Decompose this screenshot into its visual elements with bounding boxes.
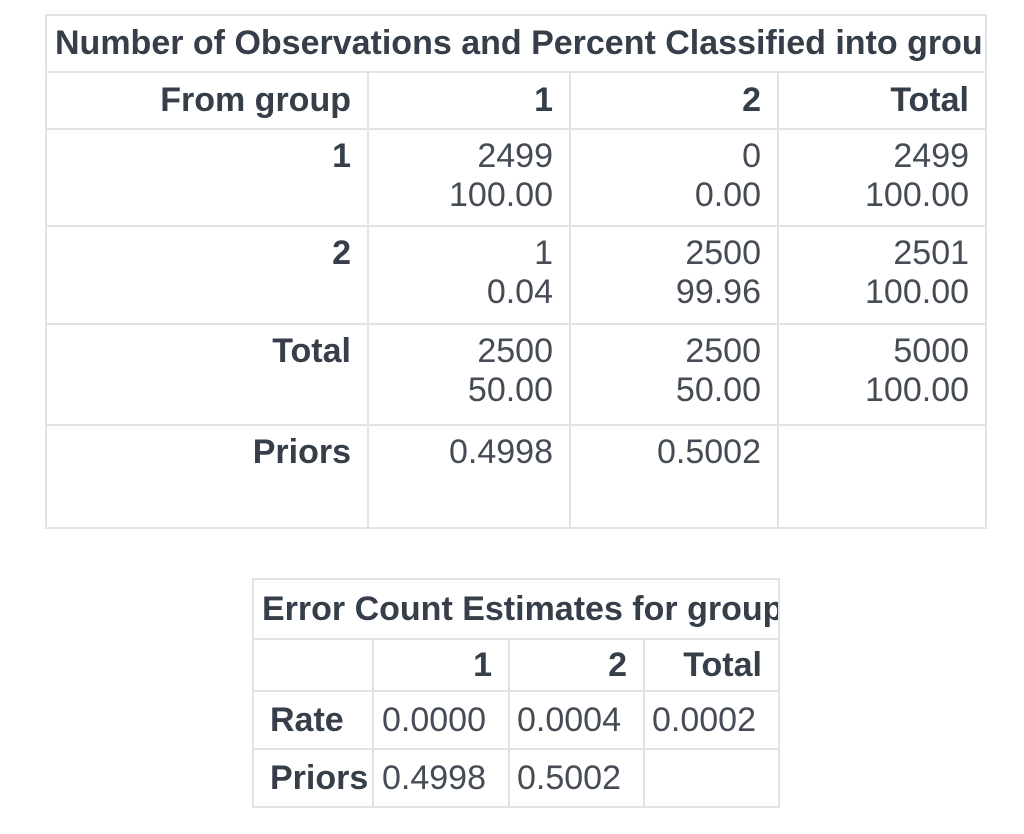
table-row-total: Total 2500 50.00 2500 50.00 5000 100.00	[45, 323, 988, 426]
percent-value: 50.00	[467, 371, 553, 409]
rate-value-cell: 0.0000	[372, 690, 510, 750]
observations-classification-table: Number of Observations and Percent Class…	[44, 14, 988, 529]
count-value: 2501	[893, 234, 970, 272]
column-header-group-1: 1	[367, 71, 571, 130]
count-value: 1	[534, 234, 553, 272]
table-header-row: From group 1 2 Total	[45, 71, 988, 130]
prior-value: 0.4998	[449, 433, 553, 471]
count-value: 0	[742, 137, 761, 175]
count-percent-cell: 2499 100.00	[776, 128, 988, 227]
error-count-estimates-table: Error Count Estimates for group 1 2 Tota…	[252, 578, 780, 808]
table-header-row: 1 2 Total	[252, 638, 780, 692]
prior-cell	[776, 424, 988, 529]
prior-value: 0.5002	[657, 433, 761, 471]
table-row-priors: Priors 0.4998 0.5002	[45, 424, 988, 529]
column-header-group-1: 1	[372, 638, 510, 692]
table-title-row: Number of Observations and Percent Class…	[44, 14, 988, 73]
table-row-group-1: 1 2499 100.00 0 0.00 2499 100.00	[45, 128, 988, 227]
prior-value-cell	[643, 748, 780, 808]
count-value: 2499	[477, 137, 553, 175]
row-label-priors: Priors	[252, 748, 374, 808]
count-value: 2500	[477, 332, 553, 370]
column-header-from-group: From group	[45, 71, 369, 130]
table-title-row: Error Count Estimates for group	[252, 578, 780, 640]
count-percent-cell: 5000 100.00	[776, 323, 988, 426]
percent-value: 0.00	[694, 176, 761, 214]
percent-value: 100.00	[865, 273, 970, 311]
column-header-group-2: 2	[508, 638, 645, 692]
rate-value-cell: 0.0004	[508, 690, 645, 750]
count-percent-cell: 2500 50.00	[569, 323, 779, 426]
count-percent-cell: 1 0.04	[367, 225, 571, 325]
prior-value-cell: 0.5002	[508, 748, 645, 808]
percent-value: 50.00	[675, 371, 761, 409]
rate-value-cell: 0.0002	[643, 690, 780, 750]
prior-value-cell: 0.4998	[372, 748, 510, 808]
row-label-group-2: 2	[45, 225, 369, 325]
percent-value: 100.00	[865, 371, 970, 409]
observations-table-title: Number of Observations and Percent Class…	[44, 14, 988, 73]
percent-value: 99.96	[675, 273, 761, 311]
table-row-group-2: 2 1 0.04 2500 99.96 2501 100.00	[45, 225, 988, 325]
percent-value: 0.04	[486, 273, 553, 311]
percent-value: 100.00	[449, 176, 553, 214]
column-header-group-2: 2	[569, 71, 779, 130]
count-value: 2500	[685, 234, 761, 272]
row-label-total: Total	[45, 323, 369, 426]
count-percent-cell: 2500 50.00	[367, 323, 571, 426]
count-percent-cell: 2501 100.00	[776, 225, 988, 325]
count-percent-cell: 2499 100.00	[367, 128, 571, 227]
count-percent-cell: 0 0.00	[569, 128, 779, 227]
count-value: 5000	[893, 332, 970, 370]
table-row-rate: Rate 0.0000 0.0004 0.0002	[252, 690, 780, 750]
row-label-priors: Priors	[45, 424, 369, 529]
column-header-total: Total	[643, 638, 780, 692]
table-row-priors: Priors 0.4998 0.5002	[252, 748, 780, 808]
column-header-blank	[252, 638, 374, 692]
column-header-total: Total	[776, 71, 988, 130]
prior-cell: 0.4998	[367, 424, 571, 529]
error-table-title: Error Count Estimates for group	[252, 578, 780, 640]
prior-cell: 0.5002	[569, 424, 779, 529]
row-label-group-1: 1	[45, 128, 369, 227]
count-value: 2500	[685, 332, 761, 370]
row-label-rate: Rate	[252, 690, 374, 750]
count-value: 2499	[893, 137, 970, 175]
percent-value: 100.00	[865, 176, 970, 214]
count-percent-cell: 2500 99.96	[569, 225, 779, 325]
